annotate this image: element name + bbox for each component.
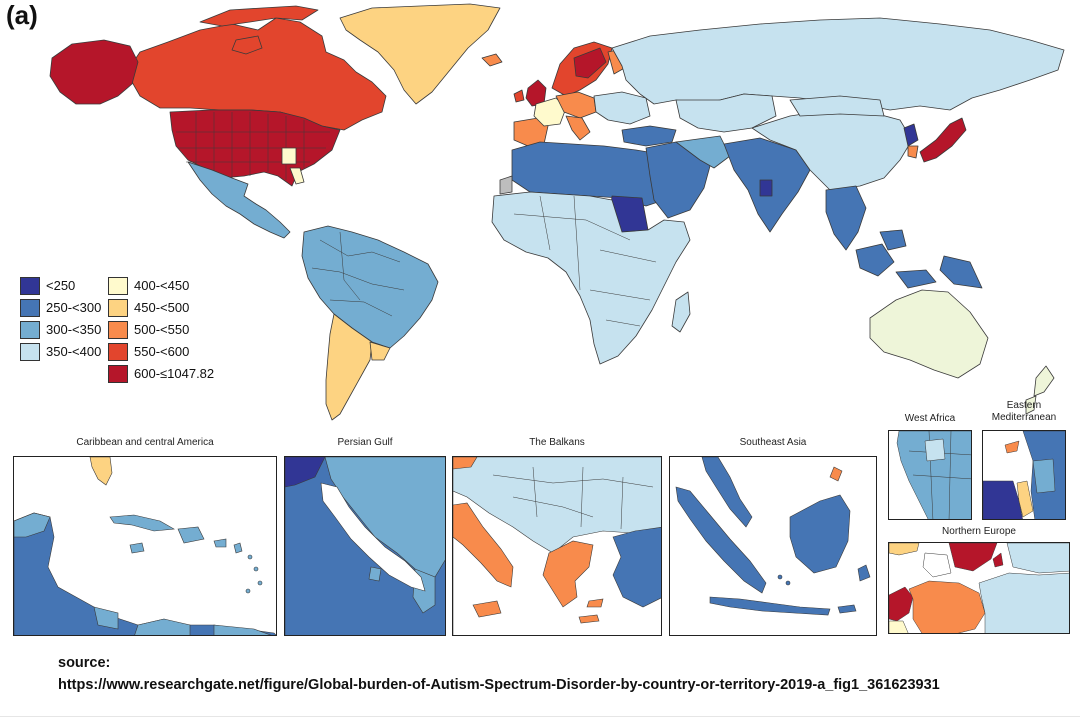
region-sub-saharan-africa bbox=[491, 191, 691, 365]
legend-swatch bbox=[108, 343, 128, 361]
source-url[interactable]: https://www.researchgate.net/figure/Glob… bbox=[58, 677, 940, 693]
divider bbox=[0, 716, 1080, 717]
inset-map-west-africa bbox=[888, 430, 972, 520]
inset-west-africa: West Africa bbox=[888, 408, 972, 520]
legend-label: 350-<400 bbox=[46, 344, 102, 359]
inset-northern-europe: Northern Europe bbox=[888, 524, 1070, 636]
region-argentina-chile bbox=[325, 313, 373, 421]
region-southeast-asia bbox=[825, 185, 867, 251]
legend-swatch bbox=[108, 277, 128, 295]
legend-label: 550-<600 bbox=[134, 344, 190, 359]
source-label: source: bbox=[58, 655, 111, 671]
inset-title: Northern Europe bbox=[942, 526, 1016, 537]
inset-title: West Africa bbox=[904, 413, 956, 424]
inset-balkans: The Balkans bbox=[452, 434, 662, 636]
source-citation: source: https://www.researchgate.net/fig… bbox=[58, 652, 940, 696]
inset-map-caribbean bbox=[13, 456, 277, 636]
inset-eastern-mediterranean: Eastern Mediterranean bbox=[980, 400, 1068, 520]
region-mexico bbox=[187, 161, 291, 239]
inset-title: Southeast Asia bbox=[739, 437, 807, 448]
region-russia bbox=[611, 17, 1065, 111]
inset-persian-gulf: Persian Gulf bbox=[284, 434, 446, 636]
legend-swatch bbox=[108, 321, 128, 339]
region-madagascar bbox=[671, 291, 691, 333]
legend-label: 500-<550 bbox=[134, 322, 190, 337]
legend-swatch bbox=[20, 321, 40, 339]
legend-swatch bbox=[108, 365, 128, 383]
inset-map-eastern-mediterranean bbox=[982, 430, 1066, 520]
region-eastern-europe bbox=[593, 91, 651, 125]
region-canada bbox=[127, 17, 387, 131]
legend-label: 600-≤1047.82 bbox=[134, 366, 215, 381]
legend-swatch bbox=[20, 343, 40, 361]
inset-map-balkans bbox=[452, 456, 662, 636]
region-greenland bbox=[339, 3, 501, 105]
inset-title: Caribbean and central America bbox=[76, 437, 214, 448]
inset-title: The Balkans bbox=[529, 437, 585, 448]
region-japan bbox=[919, 117, 967, 163]
panel-label: (a) bbox=[6, 0, 38, 30]
region-france bbox=[533, 97, 567, 127]
world-choropleth-map bbox=[49, 3, 1065, 421]
legend-label: 300-<350 bbox=[46, 322, 102, 337]
inset-map-persian-gulf bbox=[284, 456, 446, 636]
inset-caribbean: Caribbean and central America bbox=[13, 434, 277, 636]
region-australia bbox=[869, 289, 989, 379]
legend-swatch bbox=[20, 277, 40, 295]
inset-map-southeast-asia bbox=[669, 456, 877, 636]
legend-label: 400-<450 bbox=[134, 278, 190, 293]
legend-swatch bbox=[108, 299, 128, 317]
inset-map-northern-europe bbox=[888, 542, 1070, 634]
inset-title: Eastern Mediterranean bbox=[991, 400, 1057, 423]
region-south-america bbox=[301, 225, 439, 349]
legend-swatch bbox=[20, 299, 40, 317]
legend-label: <250 bbox=[46, 278, 76, 293]
inset-southeast-asia: Southeast Asia bbox=[669, 434, 877, 636]
region-canada-islands bbox=[199, 5, 319, 27]
legend-label: 250-<300 bbox=[46, 300, 102, 315]
region-korea bbox=[903, 123, 919, 147]
legend-label: 450-<500 bbox=[134, 300, 190, 315]
inset-title: Persian Gulf bbox=[337, 437, 393, 448]
region-alaska bbox=[49, 39, 139, 105]
region-turkey bbox=[621, 125, 677, 147]
